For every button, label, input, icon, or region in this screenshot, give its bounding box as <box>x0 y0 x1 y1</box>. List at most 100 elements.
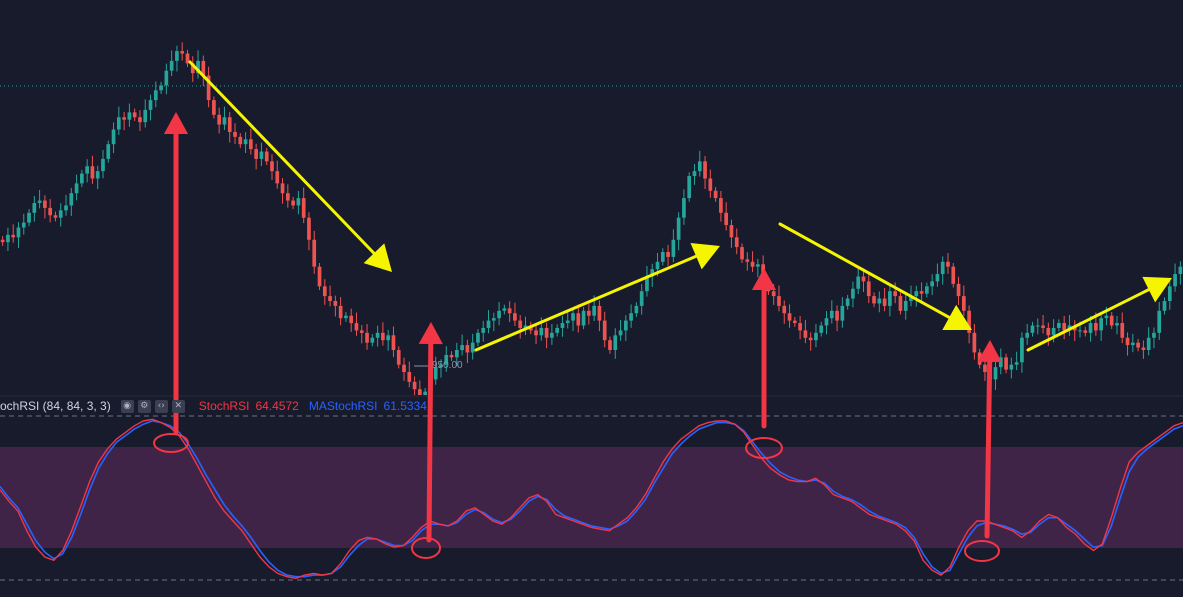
candle <box>116 106 121 135</box>
candle <box>90 155 95 184</box>
candle <box>782 300 787 324</box>
stochrsi-pane[interactable] <box>0 415 1183 581</box>
candle <box>1046 322 1051 346</box>
candle <box>381 322 385 346</box>
candle <box>449 351 454 362</box>
candle <box>1057 319 1061 332</box>
overbought-oversold-band <box>0 447 1183 548</box>
candle <box>666 244 670 266</box>
candle <box>27 209 31 227</box>
candle <box>6 227 10 252</box>
candle <box>777 285 781 312</box>
candle <box>21 213 26 235</box>
candle <box>132 108 137 121</box>
candle <box>497 301 501 326</box>
candle <box>201 55 206 87</box>
candle <box>143 99 148 128</box>
candle <box>660 248 665 266</box>
candle <box>856 265 861 295</box>
candle <box>814 324 818 348</box>
price-marker-label: 950.00 <box>432 360 463 371</box>
candle <box>317 263 322 290</box>
candle <box>972 324 977 360</box>
candle <box>872 292 876 308</box>
indicator-name[interactable]: ochRSI (84, 84, 3, 3) <box>0 399 111 413</box>
candle <box>433 356 438 385</box>
candle <box>1083 326 1088 337</box>
candle <box>513 302 517 326</box>
candle <box>333 295 338 317</box>
candle <box>481 320 486 342</box>
candle <box>787 304 792 328</box>
candle <box>58 203 63 227</box>
candle <box>275 160 280 189</box>
candle <box>254 143 258 170</box>
candle <box>365 324 369 350</box>
candle <box>756 258 760 278</box>
candle <box>185 49 190 68</box>
candle <box>729 219 734 248</box>
signal-circle <box>411 537 441 559</box>
candle <box>840 297 845 328</box>
candle <box>169 50 174 77</box>
stochrsi-value: 64.4572 <box>255 399 299 413</box>
candle <box>259 142 264 167</box>
candle <box>439 359 443 378</box>
indicator-legend: ochRSI (84, 84, 3, 3) ◉ ⚙ ‹› ✕ StochRSI … <box>0 398 427 414</box>
signal-arrow <box>751 268 777 429</box>
candle <box>444 346 449 372</box>
candle <box>148 94 153 121</box>
candle <box>396 346 401 369</box>
candle <box>914 285 919 307</box>
candle <box>687 172 692 202</box>
mastochrsi-value: 61.5334 <box>383 399 427 413</box>
gear-icon[interactable]: ⚙ <box>137 399 151 413</box>
candle <box>940 256 945 285</box>
candle <box>407 361 412 388</box>
candle <box>486 310 491 334</box>
candle <box>951 263 956 288</box>
candle <box>196 50 200 79</box>
candle <box>53 211 58 222</box>
candle <box>249 128 253 155</box>
candle <box>639 284 644 315</box>
signal-circle <box>745 437 783 459</box>
annotations <box>153 60 1172 562</box>
candle <box>1009 357 1014 379</box>
candle <box>349 308 354 332</box>
candle <box>1152 327 1156 349</box>
candle <box>550 324 554 345</box>
candle <box>354 312 359 336</box>
candle <box>1030 321 1035 337</box>
stochrsi-label: StochRSI <box>198 399 250 413</box>
candle <box>750 251 755 273</box>
candle <box>523 316 528 336</box>
candle <box>80 169 84 188</box>
candle <box>344 312 348 322</box>
candle <box>111 122 116 154</box>
close-icon[interactable]: ✕ <box>171 399 185 413</box>
candle <box>544 322 549 349</box>
candle <box>518 315 523 339</box>
candle <box>576 304 581 333</box>
candle <box>888 285 892 317</box>
candle <box>571 307 575 332</box>
candle <box>798 315 802 340</box>
candle <box>682 189 686 225</box>
candle <box>127 103 132 127</box>
candle <box>37 190 42 209</box>
signal-arrow <box>418 322 443 543</box>
candle <box>792 316 797 327</box>
mastochrsi-label: MAStochRSI <box>308 399 378 413</box>
candle <box>227 111 232 143</box>
candle <box>1167 279 1172 310</box>
candle <box>375 325 380 347</box>
candle <box>95 165 100 190</box>
candle <box>338 297 343 326</box>
code-icon[interactable]: ‹› <box>154 399 168 413</box>
candle <box>370 334 375 347</box>
candle <box>418 380 422 395</box>
candle <box>703 155 707 190</box>
eye-icon[interactable]: ◉ <box>120 399 134 413</box>
